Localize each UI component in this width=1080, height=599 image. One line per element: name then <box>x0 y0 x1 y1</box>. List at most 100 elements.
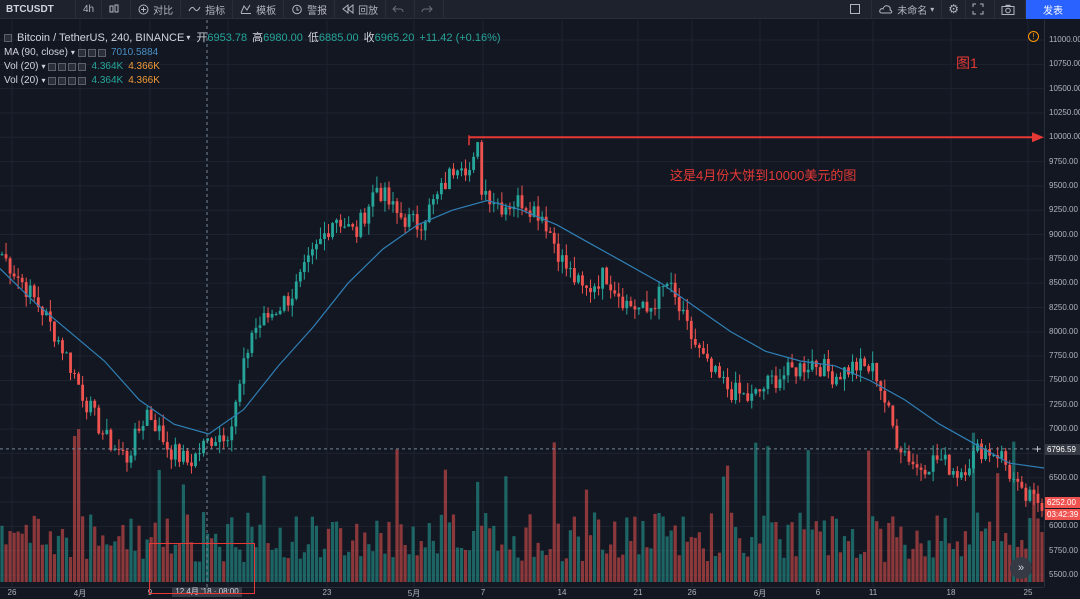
candle <box>242 358 246 384</box>
chevron-down-icon[interactable]: ▾ <box>41 62 46 71</box>
ma-label[interactable]: MA (90, close) <box>4 47 68 58</box>
source-icon[interactable] <box>68 63 77 71</box>
close-icon[interactable] <box>97 49 106 57</box>
volume-bar <box>887 523 891 582</box>
chevron-down-icon[interactable]: ▾ <box>41 76 46 85</box>
templates-button[interactable]: 模板 <box>233 0 285 19</box>
volume-bar <box>580 560 585 582</box>
settings-button[interactable]: ⚙ <box>942 0 966 19</box>
volume-bar <box>734 526 738 582</box>
volume-bar <box>326 528 331 582</box>
candle <box>476 142 480 157</box>
chart-type-button[interactable] <box>102 0 132 19</box>
visibility-icon[interactable] <box>48 77 57 85</box>
vol-label[interactable]: Vol (20) <box>4 61 39 72</box>
candle <box>923 469 927 475</box>
candle <box>895 425 899 449</box>
volume-bar <box>149 537 153 582</box>
candle <box>355 226 359 237</box>
chevron-down-icon[interactable]: ▾ <box>70 48 75 57</box>
alert-warning-icon[interactable]: ! <box>1028 31 1039 42</box>
volume-bar <box>814 521 818 582</box>
volume-bar <box>427 523 431 582</box>
legend-open: 6953.78 <box>207 32 248 44</box>
layout-save-button[interactable]: 未命名 ▾ <box>872 0 943 19</box>
volume-bar <box>12 532 16 582</box>
redo-button[interactable] <box>415 0 445 19</box>
volume-bar <box>959 556 963 582</box>
volume-bar <box>657 512 661 582</box>
price-chart[interactable]: + <box>0 20 1044 587</box>
volume-bar <box>407 554 411 582</box>
visibility-icon[interactable] <box>48 63 57 71</box>
volume-bar <box>274 548 278 582</box>
chevron-down-icon[interactable]: ▾ <box>186 33 191 42</box>
vol-label[interactable]: Vol (20) <box>4 75 39 86</box>
time-tick: 6 <box>815 588 821 597</box>
volume-bar <box>673 525 677 582</box>
candle <box>645 301 649 312</box>
indicators-button[interactable]: 指标 <box>181 0 234 19</box>
candle <box>399 212 403 218</box>
close-icon[interactable] <box>78 77 87 85</box>
undo-button[interactable] <box>386 0 416 19</box>
volume-bar <box>774 522 778 582</box>
candle <box>1032 489 1036 494</box>
scroll-to-realtime-button[interactable]: » <box>1010 557 1032 579</box>
settings-icon[interactable] <box>58 77 67 85</box>
volume-bar <box>979 531 984 582</box>
volume-bar <box>725 465 730 582</box>
redo-icon <box>421 5 433 13</box>
collapse-toggle-icon[interactable] <box>4 34 12 42</box>
candle <box>391 201 395 205</box>
volume-bar <box>556 523 560 582</box>
settings-icon[interactable] <box>87 49 96 57</box>
candle <box>577 275 580 283</box>
volume-bar <box>113 541 117 582</box>
candle <box>927 471 931 475</box>
volume-bar <box>32 515 36 582</box>
volume-bar <box>60 528 65 582</box>
candle <box>238 383 242 402</box>
compare-button[interactable]: 对比 <box>131 0 182 19</box>
volume-bar <box>907 558 911 582</box>
price-axis[interactable]: 11000.00 10750.00 10500.00 10250.00 10000.00… <box>1044 20 1080 587</box>
candle <box>387 187 391 205</box>
candle <box>129 455 133 463</box>
candle <box>258 325 262 328</box>
chart-pane[interactable]: + <box>0 20 1044 587</box>
volume-bar <box>117 536 121 582</box>
volume-bar <box>129 518 133 582</box>
source-icon[interactable] <box>68 77 77 85</box>
candle <box>1016 478 1020 482</box>
symbol-search[interactable]: BTCUSDT <box>0 0 76 19</box>
price-tick: 7750.00 <box>1049 351 1078 361</box>
candle <box>286 296 290 306</box>
gear-icon: ⚙ <box>948 2 959 16</box>
expand-button[interactable] <box>966 0 995 19</box>
volume-bar <box>306 544 310 582</box>
publish-button[interactable]: 发表 <box>1026 0 1080 19</box>
snapshot-button[interactable] <box>995 0 1026 19</box>
volume-bars <box>0 429 1044 582</box>
price-tick: 9250.00 <box>1049 205 1078 215</box>
settings-icon[interactable] <box>58 63 67 71</box>
volume-bar <box>415 555 419 582</box>
alert-button[interactable]: 警报 <box>284 0 336 19</box>
candle <box>706 353 709 359</box>
replay-button[interactable]: 回放 <box>335 0 387 19</box>
volume-bar <box>44 544 48 582</box>
cloud-icon <box>879 5 893 14</box>
interval-button[interactable]: 4h <box>76 0 103 19</box>
candle <box>980 443 983 460</box>
crosshair-badge: 6796.59 <box>1045 443 1080 455</box>
volume-bar <box>786 524 790 582</box>
volume-bar <box>197 561 202 582</box>
volume-bar <box>246 512 250 582</box>
fullscreen-toggle[interactable] <box>843 0 873 19</box>
visibility-icon[interactable] <box>77 49 86 57</box>
volume-bar <box>971 432 976 582</box>
volume-bar <box>548 549 552 582</box>
close-icon[interactable] <box>78 63 87 71</box>
vol-value: 4.364K <box>91 61 124 72</box>
